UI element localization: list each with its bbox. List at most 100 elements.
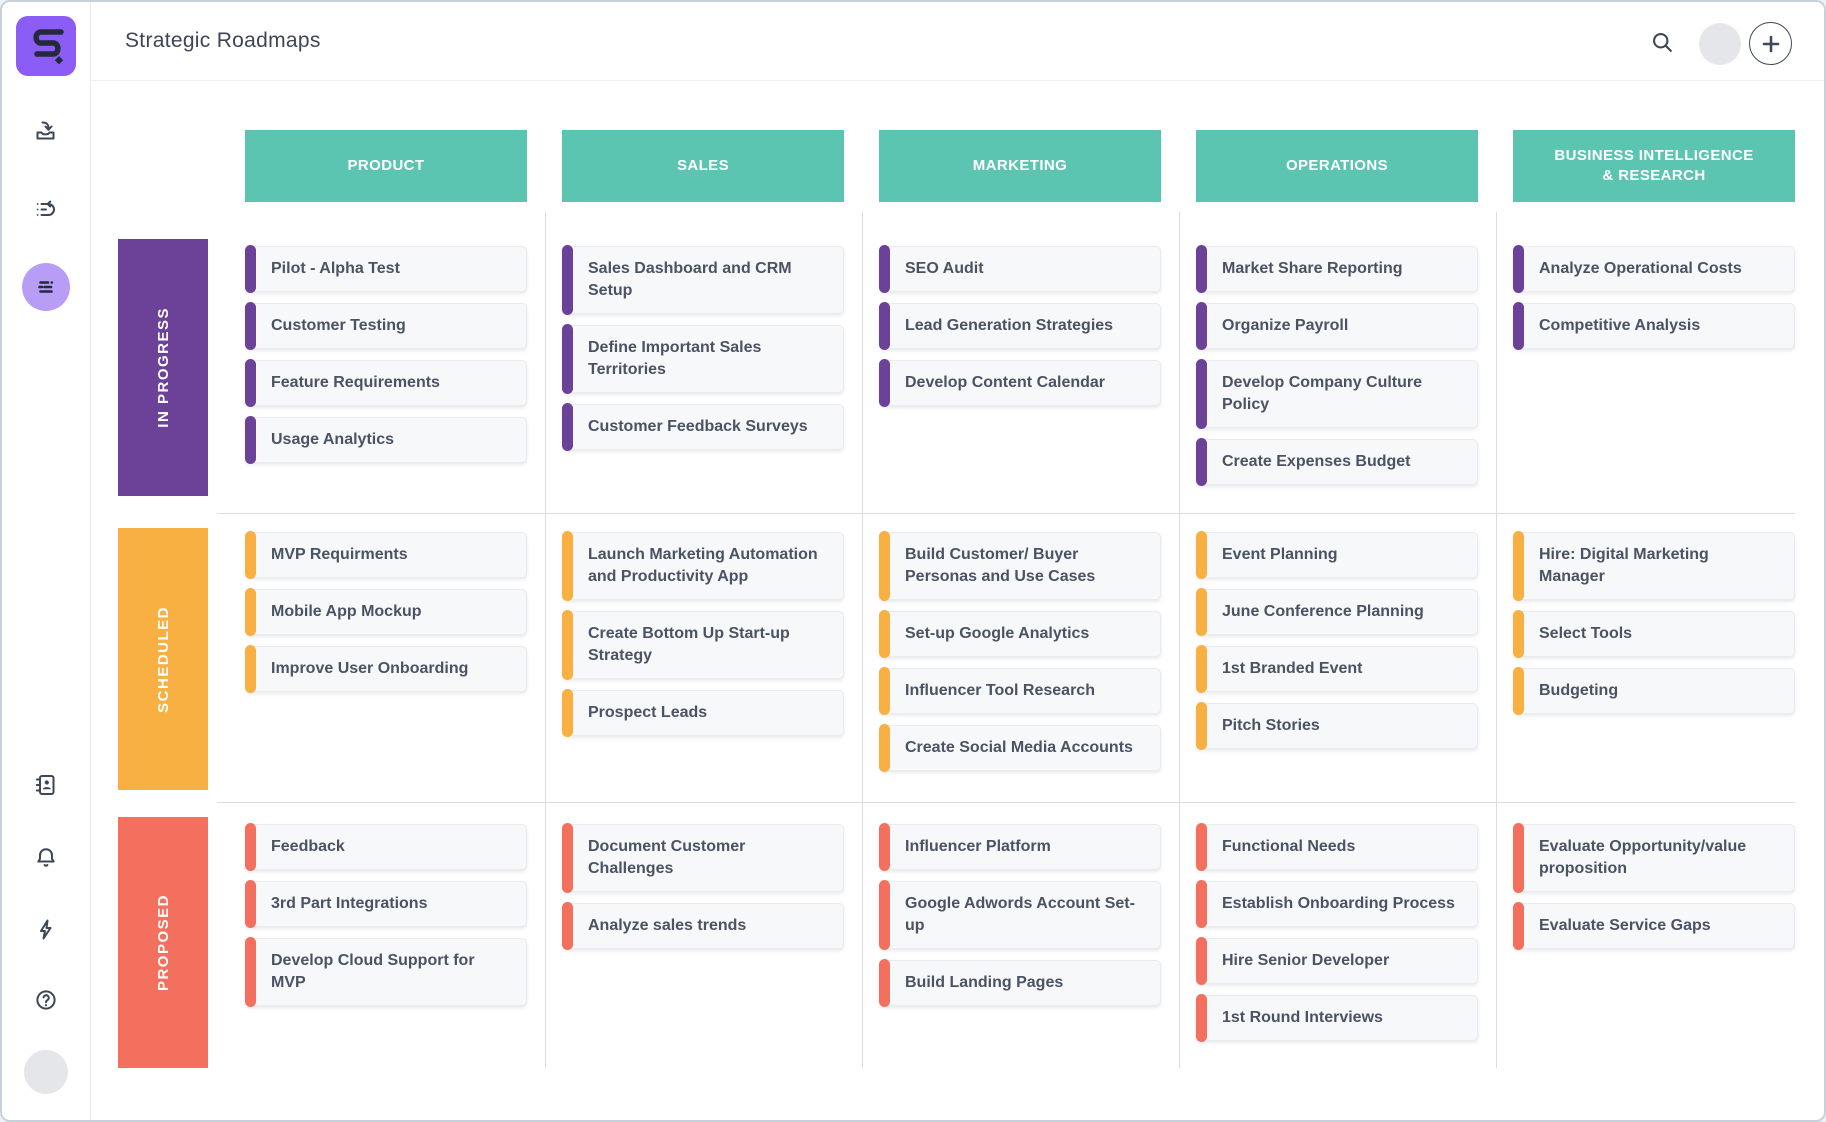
roadmap-card[interactable]: Define Important Sales Territories bbox=[562, 324, 844, 394]
roadmap-card[interactable]: Develop Company Culture Policy bbox=[1196, 359, 1478, 429]
roadmap-card[interactable]: Feedback bbox=[245, 823, 527, 871]
roadmap-card[interactable]: Develop Content Calendar bbox=[879, 359, 1161, 407]
sidebar-item-queue[interactable] bbox=[2, 186, 90, 234]
roadmap-card[interactable]: Analyze Operational Costs bbox=[1513, 245, 1795, 293]
roadmap-card[interactable]: Event Planning bbox=[1196, 531, 1478, 579]
roadmap-card[interactable]: SEO Audit bbox=[879, 245, 1161, 293]
card-title: Analyze sales trends bbox=[588, 917, 747, 934]
card-title: Customer Testing bbox=[271, 317, 406, 334]
roadmap-card[interactable]: Hire Senior Developer bbox=[1196, 937, 1478, 985]
roadmap-card[interactable]: MVP Requirments bbox=[245, 531, 527, 579]
row-label[interactable]: SCHEDULED bbox=[118, 528, 208, 790]
sidebar-item-import[interactable] bbox=[2, 108, 90, 156]
roadmap-card[interactable]: 1st Round Interviews bbox=[1196, 994, 1478, 1042]
column-header[interactable]: PRODUCT bbox=[245, 130, 527, 202]
roadmap-card[interactable]: Influencer Platform bbox=[879, 823, 1161, 871]
column-header[interactable]: BUSINESS INTELLIGENCE & RESEARCH bbox=[1513, 130, 1795, 202]
card-accent bbox=[245, 359, 256, 407]
roadmap-card[interactable]: Sales Dashboard and CRM Setup bbox=[562, 245, 844, 315]
roadmap-card[interactable]: Pitch Stories bbox=[1196, 702, 1478, 750]
add-button[interactable] bbox=[1749, 22, 1792, 65]
roadmap-card[interactable]: Pilot - Alpha Test bbox=[245, 245, 527, 293]
board-cell: Hire: Digital Marketing Manager Select To… bbox=[1513, 531, 1795, 725]
roadmap-card[interactable]: 3rd Part Integrations bbox=[245, 880, 527, 928]
card-accent bbox=[1196, 588, 1207, 636]
roadmap-card[interactable]: Hire: Digital Marketing Manager bbox=[1513, 531, 1795, 601]
roadmap-card[interactable]: Select Tools bbox=[1513, 610, 1795, 658]
card-title: Sales Dashboard and CRM Setup bbox=[588, 260, 792, 299]
roadmap-card[interactable]: Feature Requirements bbox=[245, 359, 527, 407]
card-accent bbox=[879, 245, 890, 293]
roadmap-card[interactable]: Develop Cloud Support for MVP bbox=[245, 937, 527, 1007]
roadmap-card[interactable]: Evaluate Service Gaps bbox=[1513, 902, 1795, 950]
roadmap-card[interactable]: Market Share Reporting bbox=[1196, 245, 1478, 293]
card-title: Customer Feedback Surveys bbox=[588, 418, 808, 435]
roadmap-card[interactable]: Improve User Onboarding bbox=[245, 645, 527, 693]
roadmap-card[interactable]: Create Social Media Accounts bbox=[879, 724, 1161, 772]
roadmap-card[interactable]: Prospect Leads bbox=[562, 689, 844, 737]
card-accent bbox=[1196, 994, 1207, 1042]
card-accent bbox=[245, 302, 256, 350]
roadmap-card[interactable]: Customer Feedback Surveys bbox=[562, 403, 844, 451]
roadmap-card[interactable]: Evaluate Opportunity/value proposition bbox=[1513, 823, 1795, 893]
import-icon bbox=[36, 121, 55, 140]
roadmap-card[interactable]: Organize Payroll bbox=[1196, 302, 1478, 350]
roadmap-card[interactable]: 1st Branded Event bbox=[1196, 645, 1478, 693]
header-avatar[interactable] bbox=[1699, 23, 1741, 65]
card-title: Develop Cloud Support for MVP bbox=[271, 952, 475, 991]
roadmap-card[interactable]: Launch Marketing Automation and Producti… bbox=[562, 531, 844, 601]
roadmap-card[interactable]: Analyze sales trends bbox=[562, 902, 844, 950]
card-accent bbox=[245, 588, 256, 636]
card-title: Create Expenses Budget bbox=[1222, 453, 1411, 470]
sidebar-item-help[interactable] bbox=[2, 976, 90, 1024]
board-cell: Analyze Operational Costs Competitive Ana… bbox=[1513, 245, 1795, 360]
roadmap-card[interactable]: Build Landing Pages bbox=[879, 959, 1161, 1007]
column-header[interactable]: MARKETING bbox=[879, 130, 1161, 202]
roadmap-card[interactable]: Build Customer/ Buyer Personas and Use C… bbox=[879, 531, 1161, 601]
roadmap-card[interactable]: Establish Onboarding Process bbox=[1196, 880, 1478, 928]
sidebar-item-roadmaps-active[interactable] bbox=[2, 263, 90, 311]
search-button[interactable] bbox=[1649, 29, 1675, 55]
roadmap-card[interactable]: Budgeting bbox=[1513, 667, 1795, 715]
card-accent bbox=[245, 880, 256, 928]
sidebar-item-notifications[interactable] bbox=[2, 834, 90, 882]
card-title: 1st Branded Event bbox=[1222, 660, 1363, 677]
row-label[interactable]: PROPOSED bbox=[118, 817, 208, 1068]
row-divider bbox=[217, 513, 1795, 514]
card-accent bbox=[1196, 702, 1207, 750]
board-cell: Evaluate Opportunity/value proposition Ev… bbox=[1513, 823, 1795, 960]
card-title: Set-up Google Analytics bbox=[905, 625, 1090, 642]
sidebar-item-shortcuts[interactable] bbox=[2, 906, 90, 954]
app-logo[interactable] bbox=[16, 16, 76, 76]
card-title: Google Adwords Account Set-up bbox=[905, 895, 1135, 934]
card-accent bbox=[1513, 610, 1524, 658]
roadmap-card[interactable]: Functional Needs bbox=[1196, 823, 1478, 871]
roadmap-card[interactable]: Lead Generation Strategies bbox=[879, 302, 1161, 350]
card-accent bbox=[879, 531, 890, 601]
roadmap-card[interactable]: Customer Testing bbox=[245, 302, 527, 350]
board-cell: Influencer Platform Google Adwords Accoun… bbox=[879, 823, 1161, 1017]
roadmap-card[interactable]: Document Customer Challenges bbox=[562, 823, 844, 893]
card-accent bbox=[879, 724, 890, 772]
roadmap-card[interactable]: Google Adwords Account Set-up bbox=[879, 880, 1161, 950]
card-title: Analyze Operational Costs bbox=[1539, 260, 1742, 277]
card-accent bbox=[1513, 823, 1524, 893]
roadmap-card[interactable]: Create Bottom Up Start-up Strategy bbox=[562, 610, 844, 680]
roadmap-card[interactable]: Competitive Analysis bbox=[1513, 302, 1795, 350]
roadmap-card[interactable]: Influencer Tool Research bbox=[879, 667, 1161, 715]
row-label[interactable]: IN PROGRESS bbox=[118, 239, 208, 496]
sidebar-item-contacts[interactable] bbox=[2, 761, 90, 809]
roadmap-card[interactable]: Create Expenses Budget bbox=[1196, 438, 1478, 486]
card-accent bbox=[562, 245, 573, 315]
roadmap-card[interactable]: Mobile App Mockup bbox=[245, 588, 527, 636]
roadmap-card[interactable]: June Conference Planning bbox=[1196, 588, 1478, 636]
card-accent bbox=[879, 302, 890, 350]
column-header[interactable]: OPERATIONS bbox=[1196, 130, 1478, 202]
roadmap-card[interactable]: Usage Analytics bbox=[245, 416, 527, 464]
card-title: 3rd Part Integrations bbox=[271, 895, 428, 912]
roadmap-card[interactable]: Set-up Google Analytics bbox=[879, 610, 1161, 658]
card-accent bbox=[245, 823, 256, 871]
sidebar-user-avatar[interactable] bbox=[2, 1048, 90, 1096]
column-header[interactable]: SALES bbox=[562, 130, 844, 202]
